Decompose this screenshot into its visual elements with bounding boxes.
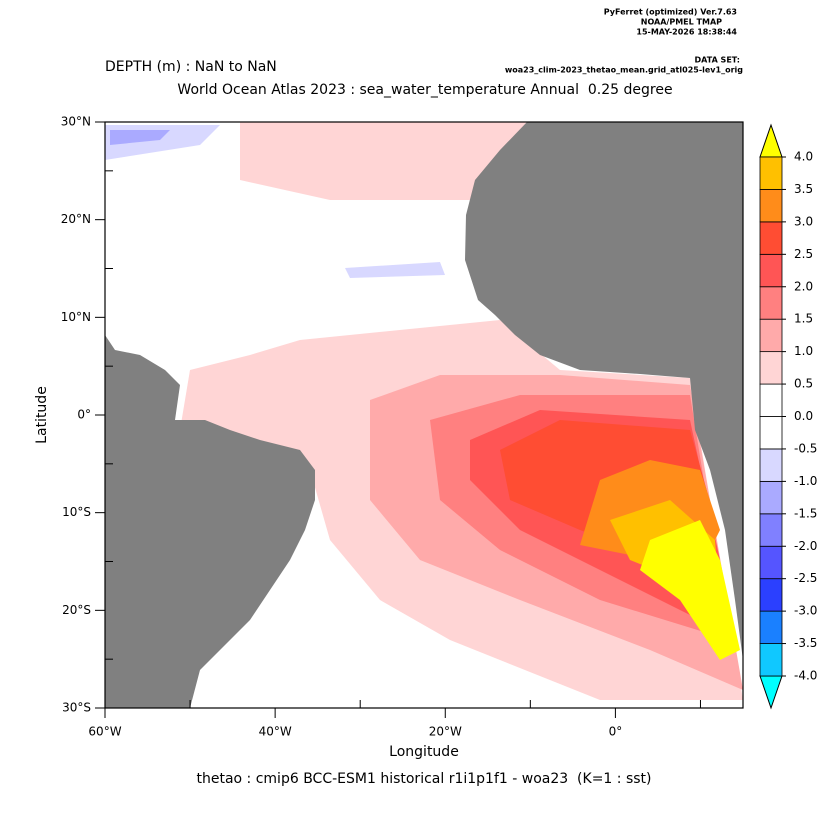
colorbar-bin <box>759 253 783 288</box>
axes: 60°W 40°W 20°W 0° 30°S 20°S 10°S 0° 10°N 20°N 30°N <box>61 115 744 739</box>
x-axis-label: Longitude <box>389 744 459 760</box>
colorbar-bin <box>759 416 783 450</box>
colorbar-label: -2.0 <box>794 539 817 553</box>
colorbar-bin <box>759 318 783 353</box>
header-line: 15-MAY-2026 18:38:44 <box>636 28 737 37</box>
y-tick-label: 10°N <box>61 310 91 324</box>
colorbar-label: -3.5 <box>794 636 817 650</box>
x-tick-label: 40°W <box>259 725 292 739</box>
colorbar-label: -1.0 <box>794 474 817 488</box>
field-region <box>110 130 170 145</box>
colorbar-label: 0.5 <box>794 377 813 391</box>
field-region <box>640 520 740 660</box>
colorbar-bin <box>759 351 783 385</box>
x-tick-label: 60°W <box>88 725 121 739</box>
y-axis-label: Latitude <box>34 386 50 444</box>
chart-title: World Ocean Atlas 2023 : sea_water_tempe… <box>177 82 672 98</box>
colorbar-over <box>759 123 783 158</box>
y-tick-label: 20°N <box>61 212 91 226</box>
map <box>105 122 743 708</box>
y-tick-label: 20°S <box>62 603 91 617</box>
colorbar-bin <box>759 286 783 320</box>
colorbar-bin <box>759 189 783 223</box>
x-tick-label: 20°W <box>429 725 462 739</box>
colorbar-label: -3.0 <box>794 604 817 618</box>
dataset-label: DATA SET: <box>695 56 740 65</box>
colorbar-bin <box>759 513 783 547</box>
dataset-name: woa23_clim-2023_thetao_mean.grid_atl025-… <box>505 66 743 75</box>
colorbar-label: 2.5 <box>794 247 813 261</box>
colorbar-under <box>759 675 783 710</box>
land-south-america <box>105 335 315 708</box>
colorbar-label: -0.5 <box>794 441 817 455</box>
field-region <box>240 122 527 200</box>
colorbar-label: 3.0 <box>794 214 813 228</box>
y-tick-label: 10°S <box>62 505 91 519</box>
colorbar-label: 2.0 <box>794 279 813 293</box>
colorbar-bin <box>759 221 783 255</box>
field-region <box>345 262 445 278</box>
footer: thetao : cmip6 BCC-ESM1 historical r1i1p… <box>197 771 652 787</box>
subtitle: DEPTH (m) : NaN to NaN <box>105 59 277 75</box>
colorbar-label: 3.5 <box>794 182 813 196</box>
colorbar-label: 4.0 <box>794 150 813 164</box>
header-line: PyFerret (optimized) Ver.7.63 <box>604 8 737 17</box>
colorbar-label: 0.0 <box>794 409 813 423</box>
y-tick-label: 30°N <box>61 115 91 129</box>
colorbar-label: -2.5 <box>794 571 817 585</box>
colorbar-bin <box>759 545 783 580</box>
y-tick-label: 30°S <box>62 701 91 715</box>
colorbar-bin <box>759 643 783 677</box>
colorbar-bin <box>759 610 783 644</box>
colorbar-bin <box>759 156 783 190</box>
colorbar-label: -1.5 <box>794 506 817 520</box>
colorbar-label: 1.5 <box>794 312 813 326</box>
colorbar: -4.0 -3.5 -3.0 -2.5 -2.0 -1.5 -1.0 -0.5 0.0 0.5 1.… <box>759 123 817 710</box>
colorbar-bin <box>759 578 783 612</box>
colorbar-bin <box>759 383 783 417</box>
land-africa <box>465 122 743 660</box>
colorbar-bin <box>759 448 783 482</box>
header-line: NOAA/PMEL TMAP <box>641 18 722 27</box>
y-tick-label: 0° <box>77 408 91 422</box>
colorbar-label: -4.0 <box>794 669 817 683</box>
x-tick-label: 0° <box>609 725 623 739</box>
colorbar-bin <box>759 480 783 515</box>
colorbar-label: 1.0 <box>794 344 813 358</box>
